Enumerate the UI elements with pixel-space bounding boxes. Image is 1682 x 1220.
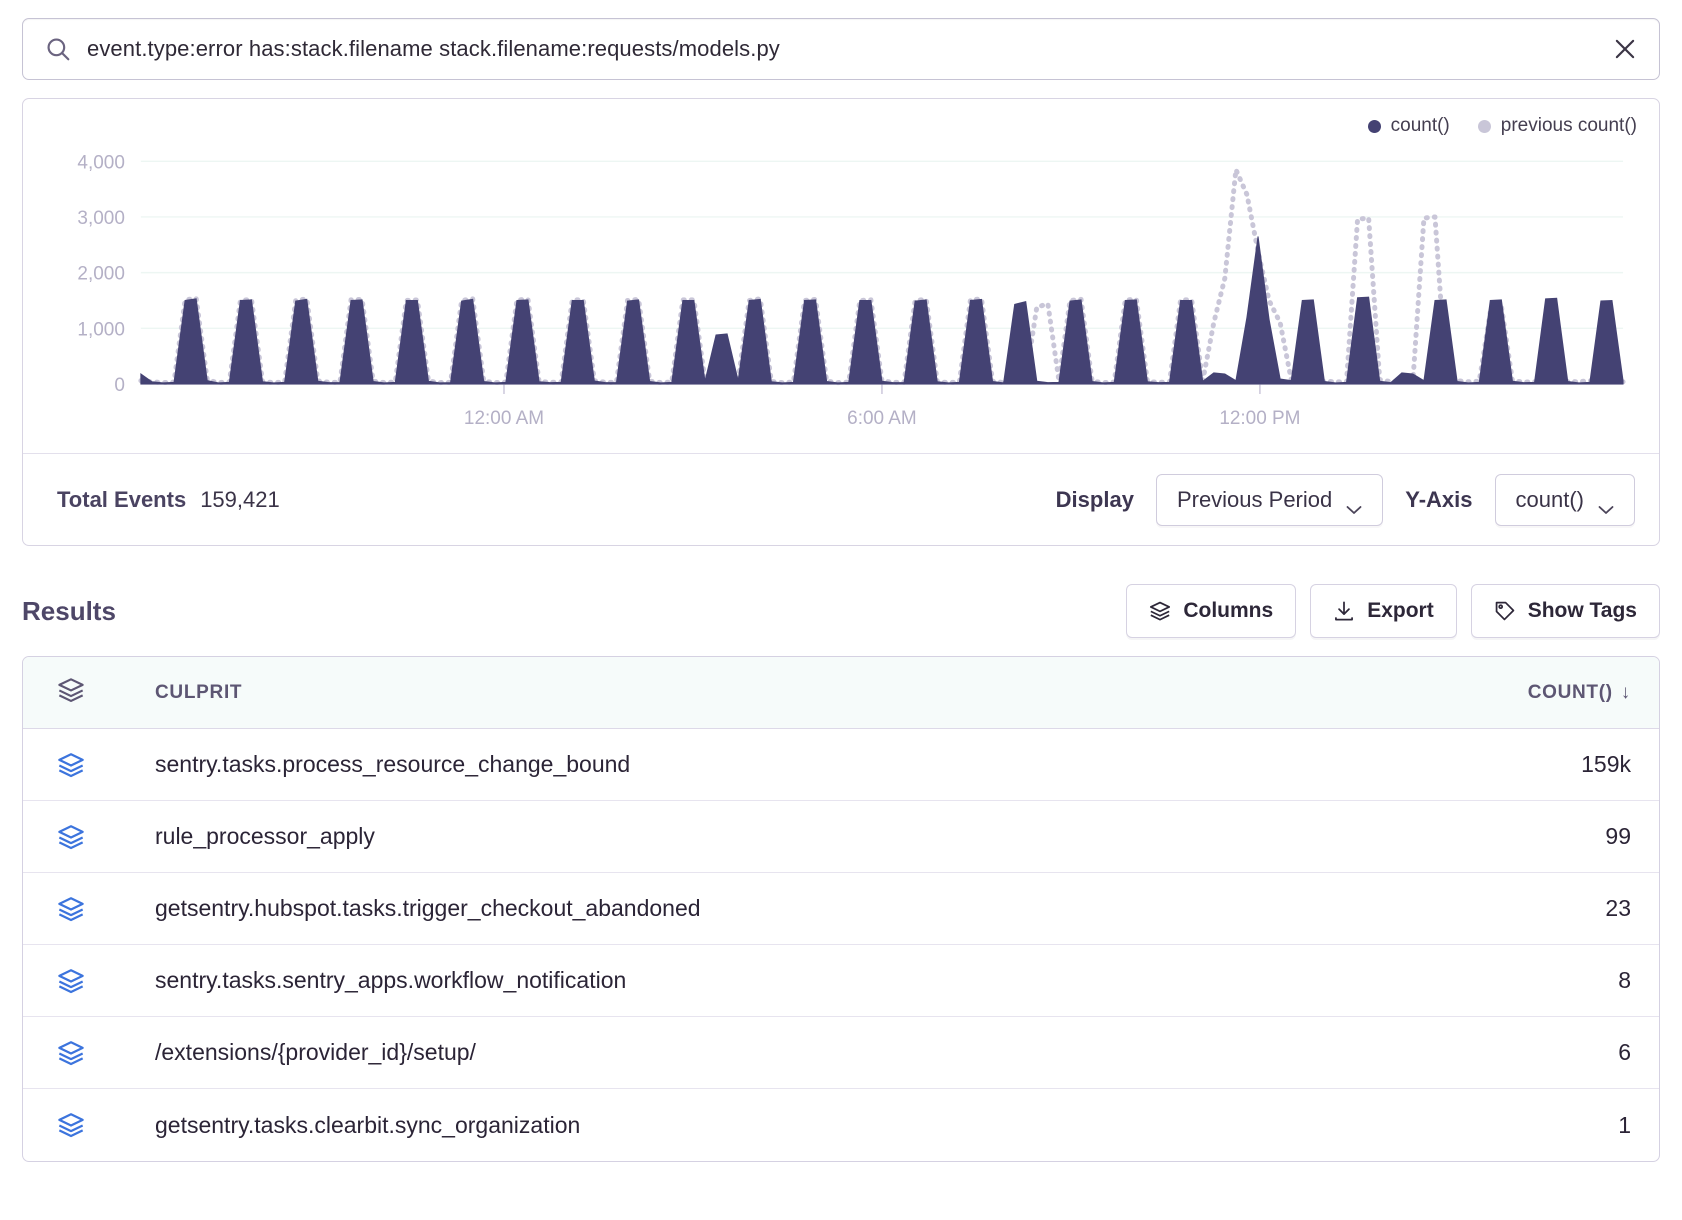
display-select-value: Previous Period [1176, 486, 1333, 512]
table-row[interactable]: getsentry.hubspot.tasks.trigger_checkout… [23, 873, 1659, 945]
column-header-count-label: COUNT() [1527, 681, 1613, 703]
table-row[interactable]: getsentry.tasks.clearbit.sync_organizati… [23, 1089, 1659, 1161]
stack-icon [57, 676, 97, 709]
stack-icon [57, 751, 97, 779]
legend-label-count: count() [1390, 115, 1450, 136]
cell-culprit: rule_processor_apply [155, 823, 375, 849]
tag-icon [1494, 600, 1516, 622]
stack-icon [1149, 600, 1171, 622]
chart-svg: 0 1,000 2,000 3,000 4,000 12:00 AM 6:00 AM 12:0… [77, 152, 1626, 429]
yaxis-select[interactable]: count() [1494, 473, 1635, 526]
yaxis-label: Y-Axis [1405, 486, 1473, 512]
export-button[interactable]: Export [1310, 584, 1457, 638]
table-row[interactable]: sentry.tasks.sentry_apps.workflow_notifi… [23, 945, 1659, 1017]
search-bar[interactable]: event.type:error has:stack.filename stac… [22, 18, 1660, 80]
display-label: Display [1055, 486, 1134, 512]
table-header-row: CULPRIT COUNT() ↓ [23, 657, 1659, 729]
table-row[interactable]: rule_processor_apply 99 [23, 801, 1659, 873]
y-axis-tick-label: 2,000 [77, 264, 124, 285]
stack-icon [57, 967, 97, 995]
x-axis-tick-label: 12:00 PM [1219, 408, 1300, 429]
cell-count: 8 [1618, 967, 1631, 993]
table-row[interactable]: sentry.tasks.process_resource_change_bou… [23, 729, 1659, 801]
legend-item-previous-count[interactable]: previous count() [1477, 115, 1637, 137]
cell-count: 6 [1618, 1039, 1631, 1065]
legend-dot-previous-count [1477, 119, 1491, 133]
cell-culprit: sentry.tasks.process_resource_change_bou… [155, 751, 631, 777]
display-select[interactable]: Previous Period [1155, 473, 1384, 526]
show-tags-button[interactable]: Show Tags [1470, 584, 1660, 638]
stack-icon [57, 1039, 97, 1067]
cell-count: 1 [1618, 1111, 1631, 1138]
show-tags-button-label: Show Tags [1527, 599, 1637, 622]
sort-desc-icon: ↓ [1620, 681, 1631, 703]
table-body: sentry.tasks.process_resource_change_bou… [23, 729, 1659, 1161]
column-header-count[interactable]: COUNT() ↓ [1528, 682, 1631, 704]
stack-icon [57, 895, 97, 923]
cell-culprit: getsentry.tasks.clearbit.sync_organizati… [155, 1111, 581, 1138]
chart-footer: Total Events 159,421 Display Previous Pe… [23, 453, 1659, 545]
y-axis-tick-label: 3,000 [77, 208, 124, 229]
results-table: CULPRIT COUNT() ↓ sentry.tasks.process_r… [22, 656, 1660, 1162]
chart-plot[interactable]: 0 1,000 2,000 3,000 4,000 12:00 AM 6:00 AM 12:0… [23, 99, 1659, 453]
total-events-value: 159,421 [200, 486, 280, 512]
total-events-label: Total Events [57, 486, 187, 512]
chevron-down-icon [1598, 495, 1614, 514]
stack-icon [57, 823, 97, 851]
search-input[interactable]: event.type:error has:stack.filename stac… [87, 36, 780, 61]
chart-panel: count() previous count() 0 1,000 2,000 3,00… [22, 98, 1660, 546]
y-axis-tick-label: 4,000 [77, 152, 124, 173]
series-count [140, 236, 1624, 385]
columns-button[interactable]: Columns [1126, 584, 1297, 638]
cell-count: 23 [1605, 895, 1631, 921]
legend-item-count[interactable]: count() [1367, 115, 1450, 137]
y-axis-tick-label: 0 [114, 375, 125, 396]
export-button-label: Export [1367, 599, 1434, 622]
chart-area: count() previous count() 0 1,000 2,000 3,00… [23, 99, 1659, 453]
results-actions: Columns Export [1126, 584, 1660, 638]
cell-culprit: sentry.tasks.sentry_apps.workflow_notifi… [155, 967, 627, 993]
results-header: Results Columns [22, 584, 1660, 638]
y-axis-tick-label: 1,000 [77, 319, 124, 340]
chevron-down-icon [1346, 495, 1362, 514]
stack-icon [57, 1111, 97, 1139]
legend-dot-count [1367, 119, 1381, 133]
cell-count: 159k [1581, 751, 1631, 777]
x-axis-tick-label: 6:00 AM [847, 408, 917, 429]
cell-count: 99 [1605, 823, 1631, 849]
column-header-culprit[interactable]: CULPRIT [155, 681, 243, 703]
cell-culprit: /extensions/{provider_id}/setup/ [155, 1039, 476, 1065]
chart-legend: count() previous count() [1367, 115, 1637, 137]
yaxis-select-value: count() [1515, 486, 1584, 512]
close-icon[interactable] [1611, 35, 1639, 63]
legend-label-previous-count: previous count() [1500, 115, 1637, 136]
download-icon [1333, 600, 1355, 622]
page-title: Results [22, 595, 116, 626]
table-row[interactable]: /extensions/{provider_id}/setup/6 [23, 1017, 1659, 1089]
search-icon [45, 36, 71, 62]
x-axis-tick-label: 12:00 AM [464, 408, 544, 429]
cell-culprit: getsentry.hubspot.tasks.trigger_checkout… [155, 895, 701, 921]
columns-button-label: Columns [1183, 599, 1274, 622]
